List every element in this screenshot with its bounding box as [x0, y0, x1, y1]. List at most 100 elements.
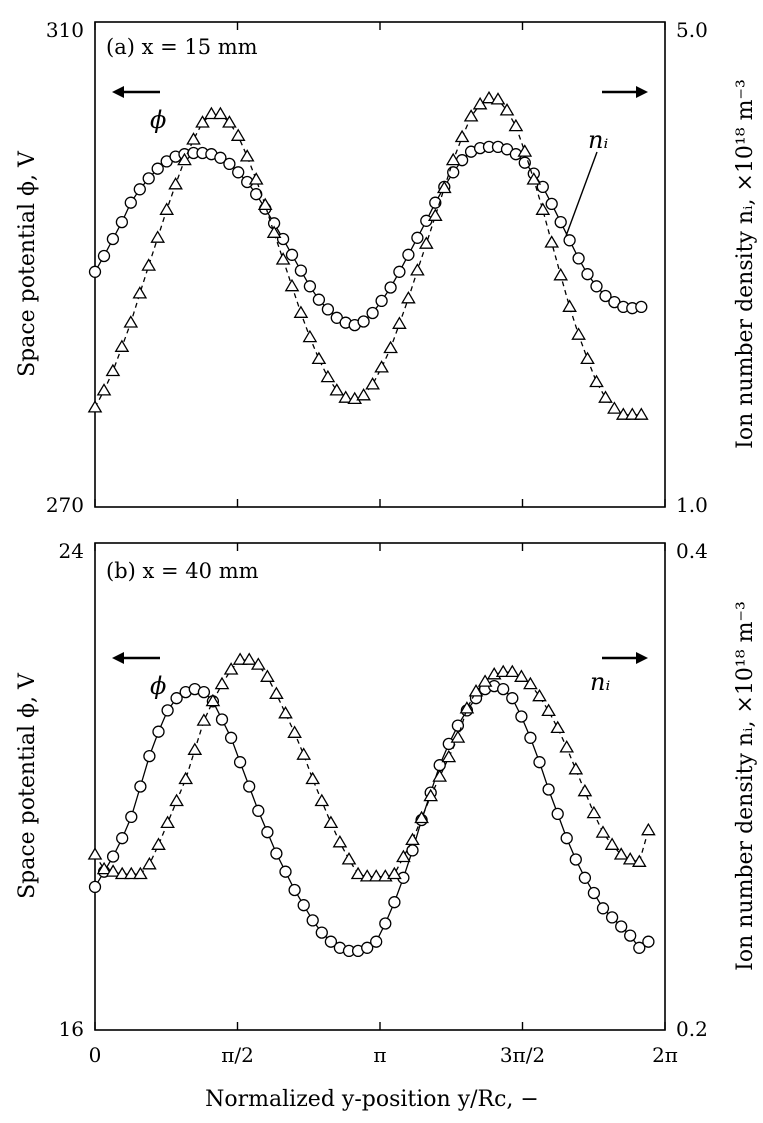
panel-a-ni-pointer	[565, 151, 598, 237]
panel-b-ni-point	[332, 835, 348, 848]
panel-a-ni-point	[418, 236, 434, 249]
panel-b-phi-point	[161, 704, 174, 717]
panel-b-ni-point	[269, 686, 284, 699]
panel-b-phi-point	[243, 780, 256, 793]
x-tick-label-2: π	[373, 1043, 386, 1067]
panel-b-phi-point	[506, 692, 519, 705]
panel-a-plot-area	[87, 22, 666, 507]
panel-b-phi-point	[306, 914, 319, 927]
panel-a-ni-point	[141, 258, 157, 271]
panel-b-ni-point	[550, 720, 566, 734]
panel-b-phi-point	[152, 725, 165, 738]
panel-a-ni-point	[311, 351, 327, 365]
panel-a-ni-point	[168, 177, 183, 190]
panel-b-phi-point	[224, 731, 238, 744]
panel-a-ni-point	[508, 118, 524, 132]
panel-a-phi-point	[545, 197, 558, 211]
panel-b-ni-point	[423, 788, 439, 802]
panel-a-ni-point	[239, 149, 255, 162]
panel-b-ni-point	[96, 861, 112, 875]
panel-b-ni-point	[432, 769, 448, 782]
panel-b-phi-point	[88, 880, 102, 894]
panel-a-phi-point	[563, 234, 576, 247]
panel-b-phi-point	[116, 832, 129, 845]
panel-a-ni-point	[338, 390, 354, 403]
panel-a-ni-point	[302, 329, 318, 343]
panel-a-ni-point	[401, 291, 416, 304]
panel-a-series-phi-line	[94, 146, 642, 326]
panel-a-ni-point	[463, 109, 479, 122]
panel-a-phi-point	[590, 280, 603, 293]
panel-a-ni-point	[445, 152, 461, 166]
panel-b-phi-point	[560, 832, 573, 845]
panel-b-ni-point	[205, 693, 221, 707]
panel-b-ni-point	[232, 652, 248, 665]
panel-b-frame	[94, 542, 666, 1031]
panel-b-ylabel-right: Ion number density nᵢ, ×10¹⁸ m⁻³	[733, 601, 758, 971]
panel-b-ni-point	[350, 866, 366, 880]
panel-a-ylabel-right: Ion number density nᵢ, ×10¹⁸ m⁻³	[733, 79, 758, 449]
panel-b-ni-point	[396, 849, 411, 863]
panel-b-phi-point	[642, 935, 655, 948]
panel-b-ni-point	[187, 742, 203, 755]
panel-b-phi-point	[587, 886, 601, 900]
panel-a-ni-point	[204, 106, 219, 120]
panel-a-phi-point	[447, 166, 460, 179]
panel-a-phi-point	[88, 265, 102, 278]
panel-a-right-tick-top: 5.0	[676, 18, 708, 42]
panel-b-right-tick-top: 0.4	[676, 539, 708, 563]
panel-b-ni-point	[559, 740, 575, 753]
panel-b-phi-point	[125, 810, 138, 824]
panel-b-phi-point	[370, 935, 383, 948]
panel-b-phi-point	[578, 871, 592, 884]
panel-a-ni-point	[589, 374, 604, 388]
panel-b-phi-point	[361, 941, 374, 954]
panel-b-series-phi-line	[94, 685, 649, 952]
panel-a-ni-point	[159, 202, 175, 215]
panel-b-ni-point	[169, 793, 184, 807]
panel-a-left-tick-bottom: 270	[46, 493, 84, 517]
panel-b-ni-point	[296, 747, 312, 760]
panel-a-phi-point	[581, 268, 594, 281]
panel-b-ni-point	[151, 837, 166, 850]
panel-a-ni-point	[329, 383, 345, 396]
panel-a-ni-point	[562, 299, 577, 312]
panel-a-ni-point	[624, 407, 640, 420]
x-tick-label-1: π/2	[221, 1043, 254, 1067]
panel-a-ni-point	[213, 106, 228, 120]
panel-a-ni-point	[499, 103, 515, 116]
panel-a-phi-point	[285, 248, 299, 261]
panel-a-ni-point	[607, 401, 622, 414]
panel-b-ni-point	[495, 664, 511, 678]
panel-b-ni-point	[523, 676, 538, 690]
panel-b-ni-point	[241, 652, 257, 665]
panel-b-phi-point	[233, 756, 247, 769]
panel-b-phi-point	[143, 749, 156, 763]
panel-b-phi-point	[624, 929, 637, 942]
panel-a-right-tick-bottom: 1.0	[676, 493, 708, 517]
panel-b-ni-point	[368, 869, 384, 882]
panel-b-ni-point	[287, 725, 302, 738]
panel-a-left-arrow-head	[112, 86, 124, 98]
panel-b-ni-point	[387, 866, 402, 880]
panel-a-ni-point	[195, 115, 210, 128]
panel-b-phi-point	[596, 902, 610, 915]
panel-a-ni-point	[177, 152, 192, 166]
panel-b-ni-point	[214, 676, 230, 690]
panel-b-phi-point	[197, 685, 211, 699]
panel-a-ni-point	[615, 407, 631, 420]
panel-a-ni-point	[96, 383, 112, 396]
panel-b-ni-point	[441, 749, 457, 763]
panel-b-left-arrow-head	[112, 652, 124, 664]
panel-b-ni-point	[514, 669, 529, 682]
panel-a-ni-point	[427, 208, 443, 221]
panel-a-ni-point	[553, 267, 569, 281]
panel-b-ni-point	[477, 674, 493, 687]
panel-a-ni-point	[374, 360, 389, 373]
panel-a-phi-point	[214, 151, 227, 164]
panel-b-phi-point	[515, 710, 528, 723]
panel-a-ni-point	[392, 316, 407, 329]
panel-b-phi-point	[324, 935, 338, 948]
panel-b-ni-point	[450, 730, 466, 743]
panel-b-ni-point	[123, 866, 139, 880]
